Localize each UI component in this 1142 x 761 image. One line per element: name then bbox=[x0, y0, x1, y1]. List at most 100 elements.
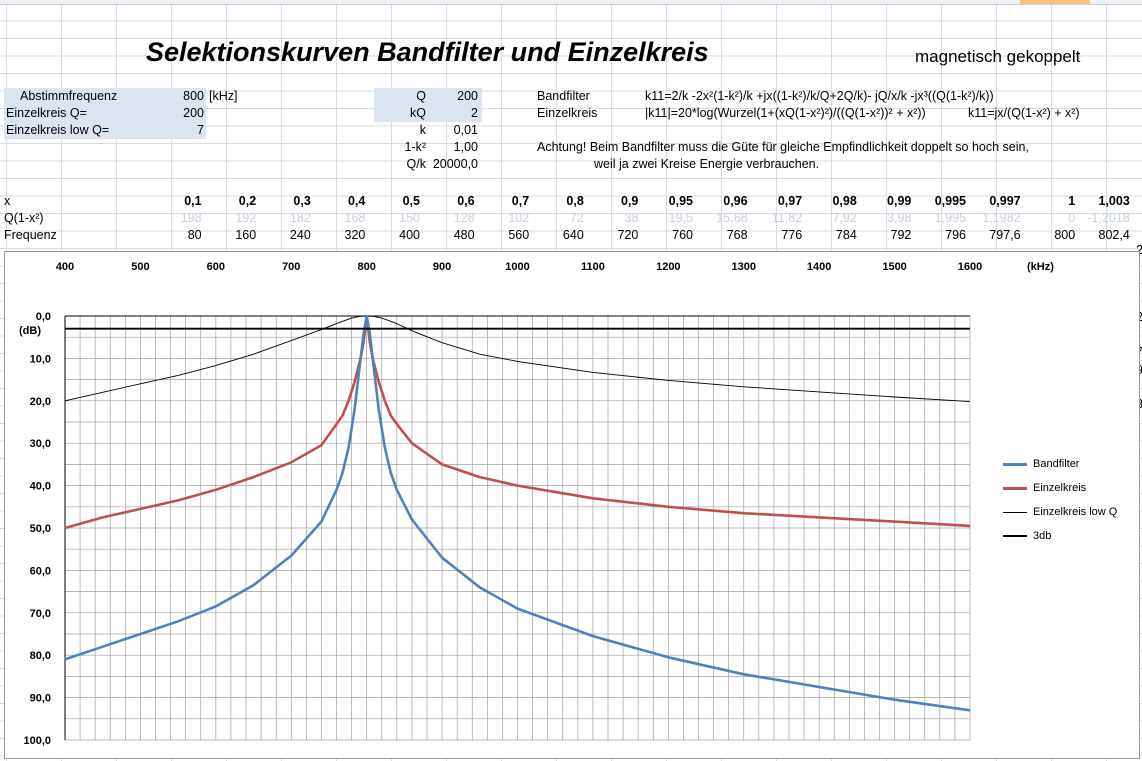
table-cell[interactable]: 400 bbox=[399, 228, 420, 242]
y-tick-label: 100,0 bbox=[23, 735, 51, 747]
table-cell[interactable]: 796 bbox=[945, 228, 966, 242]
table-cell[interactable]: 192 bbox=[235, 211, 257, 225]
table-cell[interactable]: 0,95 bbox=[668, 194, 693, 208]
kq-value[interactable]: 2 bbox=[471, 106, 478, 120]
table-cell[interactable]: 0,6 bbox=[457, 194, 475, 208]
table-cell[interactable]: 19,5 bbox=[668, 211, 693, 225]
table-cell[interactable]: 38 bbox=[624, 211, 639, 225]
table-cell[interactable]: 0,99 bbox=[887, 194, 912, 208]
table-cell[interactable]: 0,96 bbox=[723, 194, 748, 208]
onek-row[interactable]: 1-k² 1,00 bbox=[374, 139, 482, 156]
table-cell[interactable]: 320 bbox=[344, 228, 366, 242]
table-cell[interactable]: 1 bbox=[1068, 194, 1076, 208]
abstimm-unit: [kHz] bbox=[209, 89, 238, 103]
table-cell[interactable]: 15,68 bbox=[716, 211, 748, 225]
table-cell[interactable]: 160 bbox=[235, 228, 257, 242]
chart-area[interactable]: 400 500 600 700 800 900 1000 1100 1200 1300 1400 15… bbox=[4, 251, 1140, 759]
table-cell[interactable]: 0,3 bbox=[293, 194, 311, 208]
table-cell[interactable]: 640 bbox=[562, 228, 584, 242]
table-cell[interactable]: 0,5 bbox=[402, 194, 420, 208]
qk-label: Q/k bbox=[406, 157, 426, 171]
einzel-formula: |k11|=20*log(Wurzel(1+(xQ(1-x²)²)/((Q(1-… bbox=[645, 106, 926, 120]
y-tick-label: 80,0 bbox=[30, 650, 51, 662]
onek-value[interactable]: 1,00 bbox=[453, 140, 478, 154]
y-tick-label: 90,0 bbox=[30, 693, 51, 705]
einzel-low-label: Einzelkreis low Q= bbox=[6, 123, 110, 137]
row-label: x bbox=[4, 194, 11, 208]
table-cell[interactable]: 768 bbox=[726, 228, 748, 242]
table-cell[interactable]: 784 bbox=[835, 228, 857, 242]
x-tick-label: 400 bbox=[56, 261, 74, 273]
k-row[interactable]: k 0,01 bbox=[374, 122, 482, 139]
table-cell[interactable]: 0,7 bbox=[511, 194, 530, 208]
page-title: Selektionskurven Bandfilter und Einzelkr… bbox=[146, 37, 709, 67]
table-cell[interactable]: 720 bbox=[617, 228, 639, 242]
legend-item-bandfilter: Bandfilter bbox=[1003, 458, 1079, 470]
legend-label: 3db bbox=[1033, 530, 1052, 542]
table-cell[interactable]: 776 bbox=[781, 228, 803, 242]
table-cell[interactable]: 0,2 bbox=[238, 194, 257, 208]
kq-row[interactable]: kQ 2 bbox=[374, 105, 482, 122]
legend-item-einzelkreis-low-q: Einzelkreis low Q bbox=[1003, 506, 1117, 518]
qk-row[interactable]: Q/k 20000,0 bbox=[374, 156, 482, 173]
table-cell[interactable]: 480 bbox=[453, 228, 475, 242]
table-cell[interactable]: 128 bbox=[453, 211, 475, 225]
table-cell[interactable]: 0,4 bbox=[348, 194, 366, 208]
legend-item-einzelkreis: Einzelkreis bbox=[1003, 482, 1086, 494]
table-cell[interactable]: 3,98 bbox=[887, 211, 912, 225]
table-cell[interactable]: 0,98 bbox=[832, 194, 857, 208]
row-label: Frequenz bbox=[4, 228, 57, 242]
table-cell[interactable]: 72 bbox=[569, 211, 584, 225]
table-cell[interactable]: 11,82 bbox=[771, 211, 803, 225]
table-cell[interactable]: 802,4 bbox=[1098, 228, 1130, 242]
table-cell[interactable]: 168 bbox=[344, 211, 366, 225]
table-cell[interactable]: -1,2018 bbox=[1087, 211, 1130, 225]
table-cell[interactable]: 0,9 bbox=[621, 194, 639, 208]
series-line-0 bbox=[64, 314, 971, 712]
table-cell[interactable]: 760 bbox=[672, 228, 693, 242]
x-tick-label: 1300 bbox=[732, 261, 756, 273]
x-tick-label: 1600 bbox=[958, 261, 982, 273]
y-tick-label: 20,0 bbox=[30, 396, 51, 408]
einzel-low-value[interactable]: 7 bbox=[197, 123, 204, 137]
series-line-2 bbox=[64, 315, 971, 403]
table-cell[interactable]: 0,97 bbox=[777, 194, 803, 208]
table-cell[interactable]: 1,003 bbox=[1098, 194, 1130, 208]
table-cell[interactable]: 560 bbox=[508, 228, 530, 242]
y-tick-label: 60,0 bbox=[30, 565, 51, 577]
table-cell[interactable]: 7,92 bbox=[832, 211, 857, 225]
table-cell[interactable]: 80 bbox=[187, 228, 202, 242]
table-cell[interactable]: 800 bbox=[1054, 228, 1076, 242]
selected-column-header[interactable] bbox=[1020, 0, 1090, 4]
qk-value[interactable]: 20000,0 bbox=[432, 157, 478, 171]
q-value[interactable]: 200 bbox=[457, 89, 478, 103]
y-tick-label: 40,0 bbox=[30, 481, 51, 493]
table-cell[interactable]: 0,995 bbox=[934, 194, 966, 208]
x-tick-label: 1100 bbox=[581, 261, 605, 273]
abstimm-value[interactable]: 800 bbox=[183, 89, 204, 103]
table-cell[interactable]: 240 bbox=[289, 228, 311, 242]
table-cell[interactable]: 0,8 bbox=[566, 194, 584, 208]
table-cell[interactable]: 792 bbox=[890, 228, 912, 242]
k-value[interactable]: 0,01 bbox=[453, 123, 478, 137]
table-cell[interactable]: 797,6 bbox=[989, 228, 1021, 242]
q-label: Q bbox=[416, 89, 426, 103]
table-cell[interactable]: 0,997 bbox=[989, 194, 1021, 208]
table-cell[interactable]: 102 bbox=[508, 211, 530, 225]
table-cell[interactable]: 1,995 bbox=[934, 211, 966, 225]
onek-label: 1-k² bbox=[404, 140, 426, 154]
legend-label: Einzelkreis low Q bbox=[1033, 506, 1118, 518]
einzel-low-row[interactable]: Einzelkreis low Q= 7 bbox=[4, 122, 206, 139]
abstimm-row[interactable]: Abstimmfrequenz 800 bbox=[4, 88, 206, 105]
einzel-q-value[interactable]: 200 bbox=[183, 106, 204, 120]
kq-label: kQ bbox=[410, 106, 426, 120]
table-cell[interactable]: 0,1 bbox=[184, 194, 202, 208]
table-cell[interactable]: 182 bbox=[289, 211, 311, 225]
table-cell[interactable]: 1,1982 bbox=[982, 211, 1021, 225]
table-cell[interactable]: 0 bbox=[1068, 211, 1076, 225]
table-cell[interactable]: 198 bbox=[180, 211, 202, 225]
q-row[interactable]: Q 200 bbox=[374, 88, 482, 105]
einzel-q-row[interactable]: Einzelkreis Q= 200 bbox=[4, 105, 206, 122]
table-cell[interactable]: 150 bbox=[399, 211, 420, 225]
k-label: k bbox=[419, 123, 426, 137]
